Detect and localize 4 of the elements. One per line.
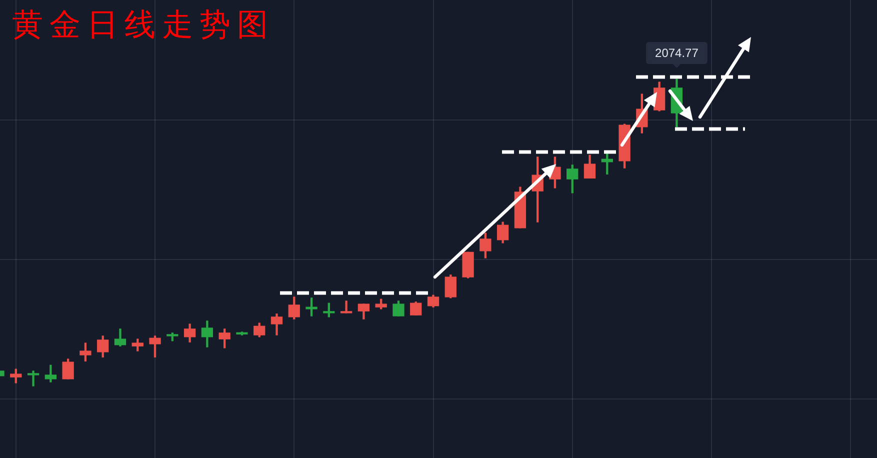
chart-title: 黄金日线走势图 <box>12 6 274 44</box>
candlestick <box>27 370 40 386</box>
text: 2074.77 <box>655 46 699 60</box>
candlestick <box>340 300 352 314</box>
